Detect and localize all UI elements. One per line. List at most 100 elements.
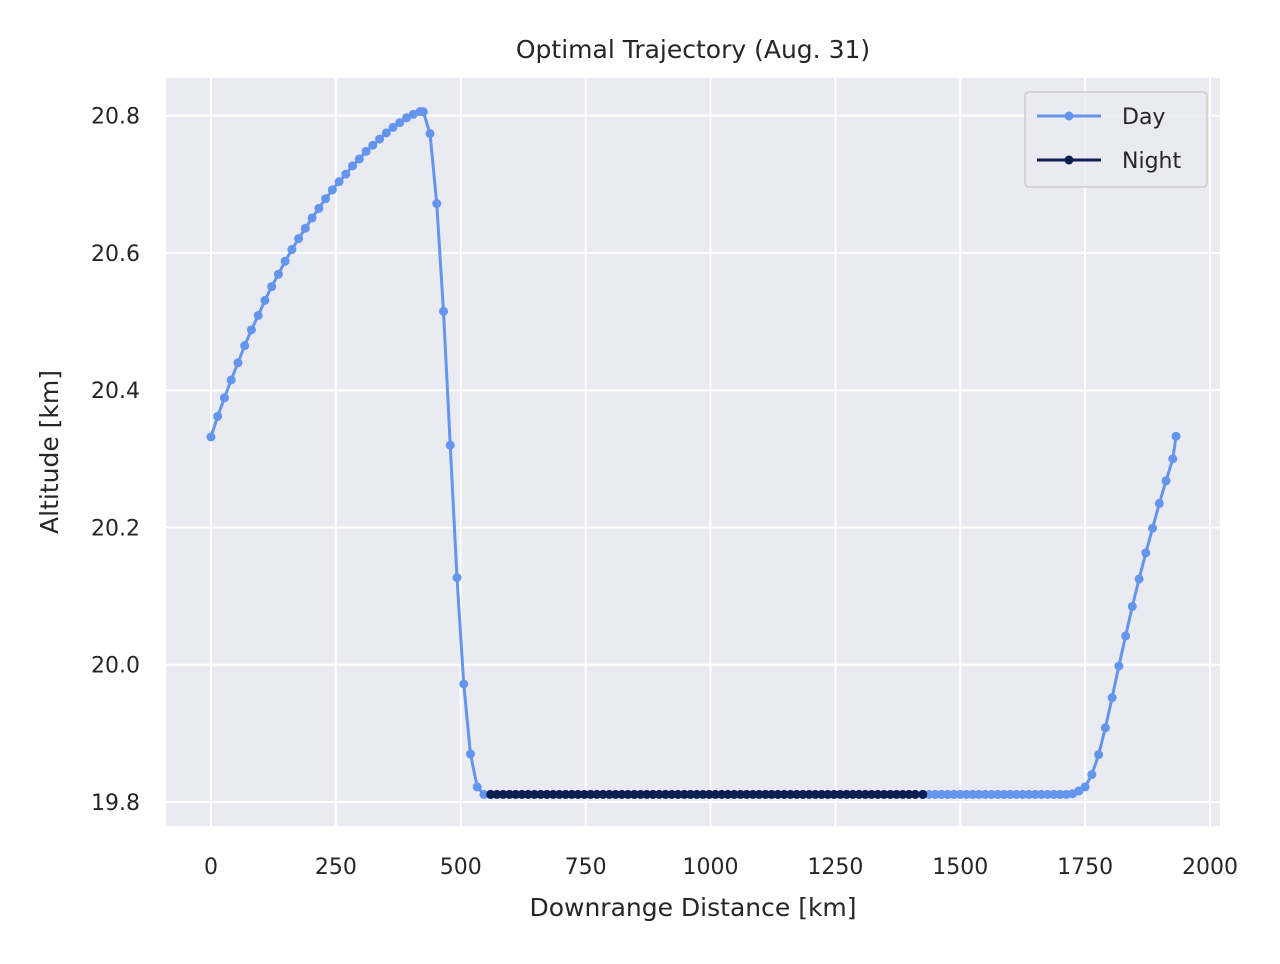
data-point-day bbox=[1080, 782, 1090, 792]
data-point-night bbox=[898, 789, 908, 799]
data-point-night bbox=[498, 789, 508, 799]
data-point-night bbox=[904, 789, 914, 799]
data-point-night bbox=[817, 789, 827, 799]
data-point-night bbox=[773, 789, 783, 799]
plot-area bbox=[166, 78, 1220, 826]
x-tick-label: 500 bbox=[440, 855, 482, 880]
data-point-night bbox=[661, 789, 671, 799]
data-point-night bbox=[511, 789, 521, 799]
data-point-night bbox=[698, 789, 708, 799]
data-point-day bbox=[1121, 631, 1131, 641]
data-point-night bbox=[636, 789, 646, 799]
data-point-night bbox=[517, 789, 527, 799]
data-point-day bbox=[267, 282, 277, 292]
data-point-night bbox=[504, 789, 514, 799]
data-point-day bbox=[280, 256, 290, 266]
y-tick-label: 20.8 bbox=[91, 105, 140, 130]
data-point-night bbox=[592, 789, 602, 799]
data-point-day bbox=[1141, 548, 1151, 558]
data-point-night bbox=[492, 789, 502, 799]
data-point-night bbox=[486, 789, 496, 799]
data-point-night bbox=[754, 789, 764, 799]
data-point-night bbox=[673, 789, 683, 799]
data-point-night bbox=[910, 789, 920, 799]
data-point-night bbox=[611, 789, 621, 799]
y-tick-label: 20.0 bbox=[91, 654, 140, 679]
data-point-day bbox=[253, 310, 263, 320]
data-point-night bbox=[686, 789, 696, 799]
data-point-day bbox=[388, 122, 398, 132]
data-point-night bbox=[642, 789, 652, 799]
data-point-night bbox=[623, 789, 633, 799]
data-point-night bbox=[723, 789, 733, 799]
data-point-night bbox=[710, 789, 720, 799]
data-point-day bbox=[402, 113, 412, 123]
data-point-day bbox=[1049, 789, 1059, 799]
data-point-night bbox=[792, 789, 802, 799]
data-point-day bbox=[1087, 770, 1097, 780]
data-point-day bbox=[465, 749, 475, 759]
data-point-day bbox=[361, 146, 371, 156]
data-point-day bbox=[348, 161, 358, 171]
data-point-night bbox=[779, 789, 789, 799]
y-axis-label: Altitude [km] bbox=[35, 370, 64, 534]
legend-label-day: Day bbox=[1122, 105, 1165, 130]
data-point-night bbox=[548, 789, 558, 799]
data-point-day bbox=[961, 789, 971, 799]
data-point-day bbox=[307, 213, 317, 223]
data-point-night bbox=[598, 789, 608, 799]
data-point-night bbox=[785, 789, 795, 799]
data-point-night bbox=[561, 789, 571, 799]
data-point-day bbox=[1011, 789, 1021, 799]
data-point-day bbox=[1107, 693, 1117, 703]
data-point-day bbox=[375, 134, 385, 144]
data-point-night bbox=[536, 789, 546, 799]
data-point-night bbox=[567, 789, 577, 799]
data-point-day bbox=[993, 789, 1003, 799]
data-point-night bbox=[586, 789, 596, 799]
data-point-night bbox=[842, 789, 852, 799]
data-point-day bbox=[1055, 789, 1065, 799]
data-point-day bbox=[334, 177, 344, 187]
data-point-night bbox=[804, 789, 814, 799]
data-point-day bbox=[381, 128, 391, 138]
data-point-day bbox=[240, 341, 250, 351]
data-point-day bbox=[246, 325, 256, 335]
legend-marker-night bbox=[1064, 155, 1074, 165]
data-point-day bbox=[233, 358, 243, 368]
x-axis-label: Downrange Distance [km] bbox=[529, 893, 856, 922]
data-point-night bbox=[667, 789, 677, 799]
data-point-night bbox=[885, 789, 895, 799]
data-point-night bbox=[760, 789, 770, 799]
y-tick-label: 20.4 bbox=[91, 379, 140, 404]
y-tick-label: 20.2 bbox=[91, 516, 140, 541]
data-point-night bbox=[829, 789, 839, 799]
grid-lines bbox=[166, 78, 1220, 826]
data-point-night bbox=[854, 789, 864, 799]
x-tick-label: 1500 bbox=[932, 855, 988, 880]
data-point-night bbox=[692, 789, 702, 799]
data-point-night bbox=[798, 789, 808, 799]
data-point-night bbox=[742, 789, 752, 799]
data-point-day bbox=[479, 789, 489, 799]
data-point-night bbox=[573, 789, 583, 799]
data-point-night bbox=[918, 789, 928, 799]
data-point-day bbox=[341, 169, 351, 179]
data-point-day bbox=[314, 203, 324, 213]
data-point-day bbox=[459, 679, 469, 689]
data-point-night bbox=[729, 789, 739, 799]
legend: Day Night bbox=[1024, 91, 1208, 188]
data-point-day bbox=[1030, 789, 1040, 799]
data-point-night bbox=[629, 789, 639, 799]
data-point-night bbox=[523, 789, 533, 799]
data-point-night bbox=[860, 789, 870, 799]
data-point-night bbox=[679, 789, 689, 799]
data-point-day bbox=[408, 109, 418, 119]
data-point-day bbox=[1134, 574, 1144, 584]
data-point-day bbox=[327, 185, 337, 195]
data-point-day bbox=[438, 306, 448, 316]
data-point-day bbox=[986, 789, 996, 799]
data-point-night bbox=[735, 789, 745, 799]
data-point-night bbox=[748, 789, 758, 799]
